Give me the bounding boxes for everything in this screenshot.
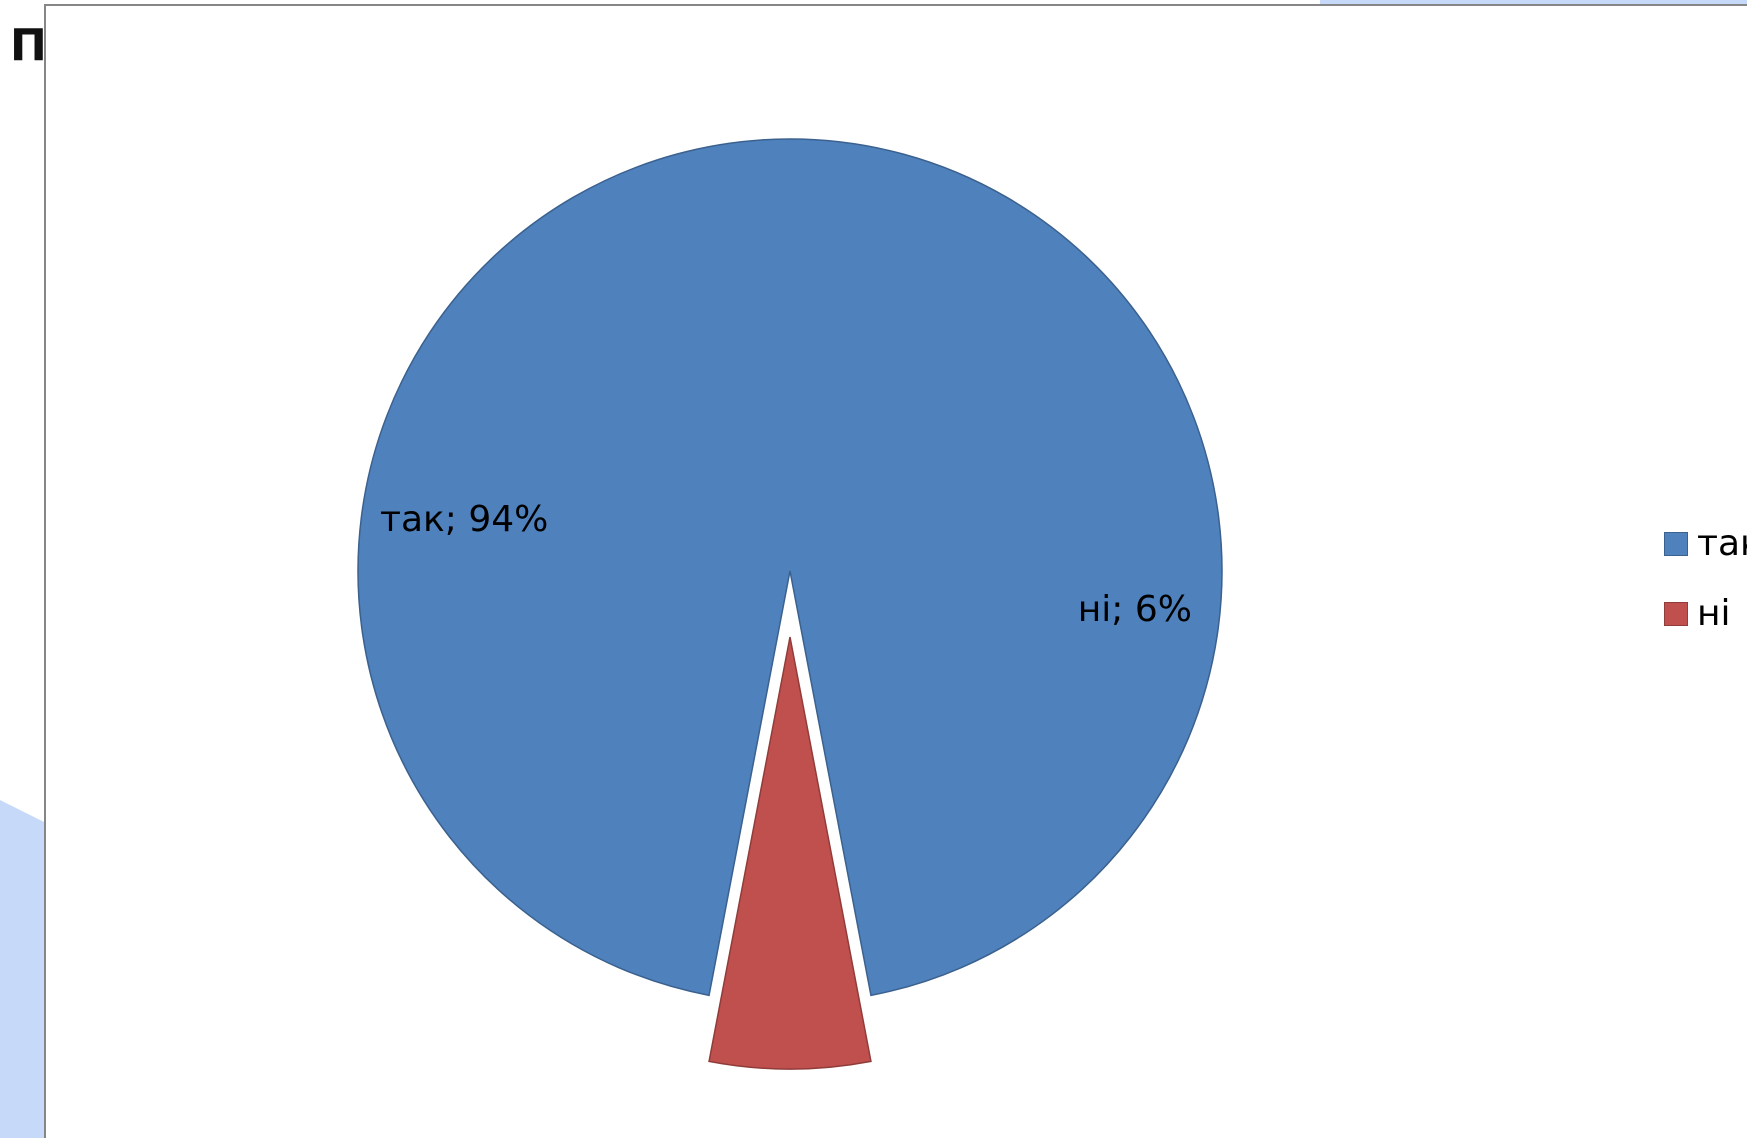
chart-frame: так; 94% ні; 6% так ні — [44, 4, 1747, 1138]
data-label-tak: так; 94% — [380, 499, 548, 540]
legend-swatch-tak — [1664, 532, 1688, 556]
pie-slice-tak — [357, 138, 1223, 997]
legend-label-tak: так — [1697, 523, 1747, 564]
pie-slice-ni — [708, 636, 872, 1070]
pie-chart: так; 94% ні; 6% — [357, 138, 1223, 1070]
bottom-left-accent-shape — [0, 800, 50, 1138]
legend-label-ni: ні — [1697, 593, 1731, 634]
data-label-ni: ні; 6% — [1078, 589, 1192, 630]
slide-title-fragment: П — [10, 20, 47, 71]
legend-item-tak: так — [1664, 522, 1747, 566]
legend-item-ni: ні — [1664, 592, 1747, 636]
legend-swatch-ni — [1664, 602, 1688, 626]
chart-legend: так ні — [1664, 522, 1747, 662]
